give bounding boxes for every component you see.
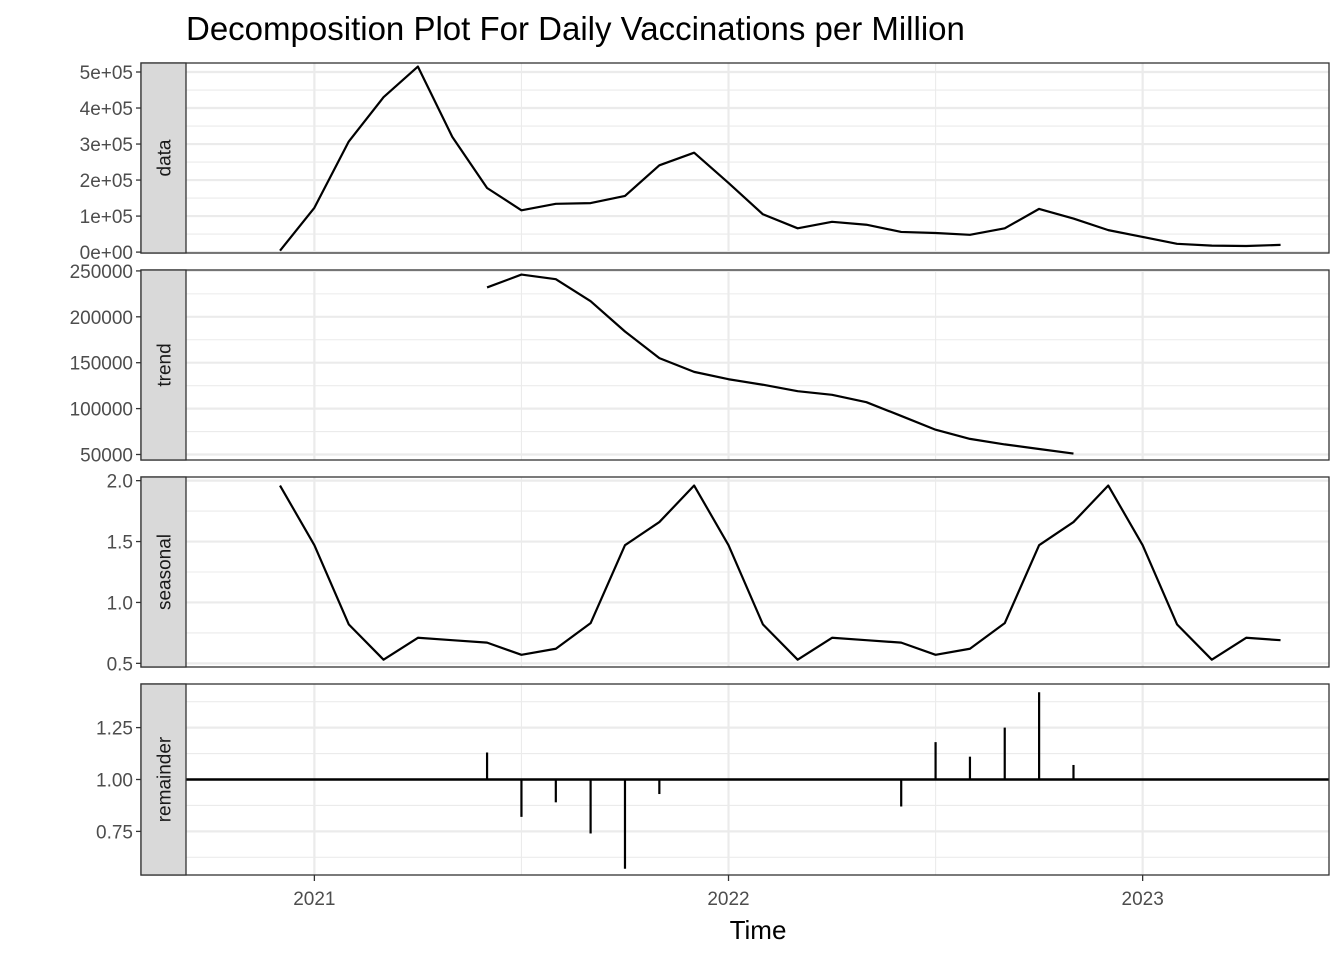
y-tick-label: 3e+05	[80, 135, 133, 156]
data-series-line	[279, 65, 1281, 252]
y-tick-label: 2.0	[107, 472, 133, 493]
strip-label: data	[155, 139, 176, 176]
y-tick-label: 50000	[80, 445, 133, 466]
seasonal-series-line	[279, 484, 1281, 661]
y-tick-label: 200000	[70, 308, 133, 329]
y-tick-label: 0.75	[96, 822, 133, 843]
strip-trend	[140, 269, 187, 461]
panel-remainder: 0.75 1.00 1.25 remainder	[96, 683, 1330, 876]
y-tick-label: 4e+05	[80, 99, 133, 120]
y-tick-label: 100000	[70, 400, 133, 421]
y-tick-label: 150000	[70, 354, 133, 375]
panel-background	[186, 270, 1329, 460]
y-tick-label: 5e+05	[80, 63, 133, 84]
x-tick-label: 2023	[1122, 889, 1164, 910]
x-tick-label: 2021	[293, 889, 335, 910]
strip-seasonal	[140, 476, 187, 668]
chart-title: Decomposition Plot For Daily Vaccination…	[186, 10, 965, 47]
y-tick-label: 1.0	[107, 593, 133, 614]
y-tick-label: 1.25	[96, 719, 133, 740]
strip-label: seasonal	[155, 534, 176, 610]
x-axis: 2021 2022 2023	[293, 875, 1164, 910]
panels-layer: 0e+00 1e+05 2e+05 3e+05 4e+05 5e+05 data 50000 1…	[70, 62, 1330, 876]
x-axis-title: Time	[730, 915, 787, 945]
panel-seasonal: 0.5 1.0 1.5 2.0 seasonal	[107, 472, 1330, 675]
strip-label: trend	[155, 343, 176, 386]
y-tick-label: 2e+05	[80, 171, 133, 192]
panel-trend: 50000 100000 150000 200000 250000 trend	[70, 262, 1330, 466]
y-tick-label: 1.00	[96, 771, 133, 792]
y-tick-label: 0e+00	[80, 243, 133, 264]
y-tick-label: 0.5	[107, 654, 133, 675]
y-tick-label: 1e+05	[80, 207, 133, 228]
strip-remainder	[140, 683, 187, 876]
panel-background	[186, 63, 1329, 253]
x-tick-label: 2022	[707, 889, 749, 910]
strip-data	[140, 62, 187, 254]
strip-label: remainder	[155, 736, 176, 822]
trend-series-line	[486, 273, 1074, 455]
panel-data: 0e+00 1e+05 2e+05 3e+05 4e+05 5e+05 data	[80, 62, 1330, 264]
y-tick-label: 250000	[70, 262, 133, 283]
y-tick-label: 1.5	[107, 533, 133, 554]
